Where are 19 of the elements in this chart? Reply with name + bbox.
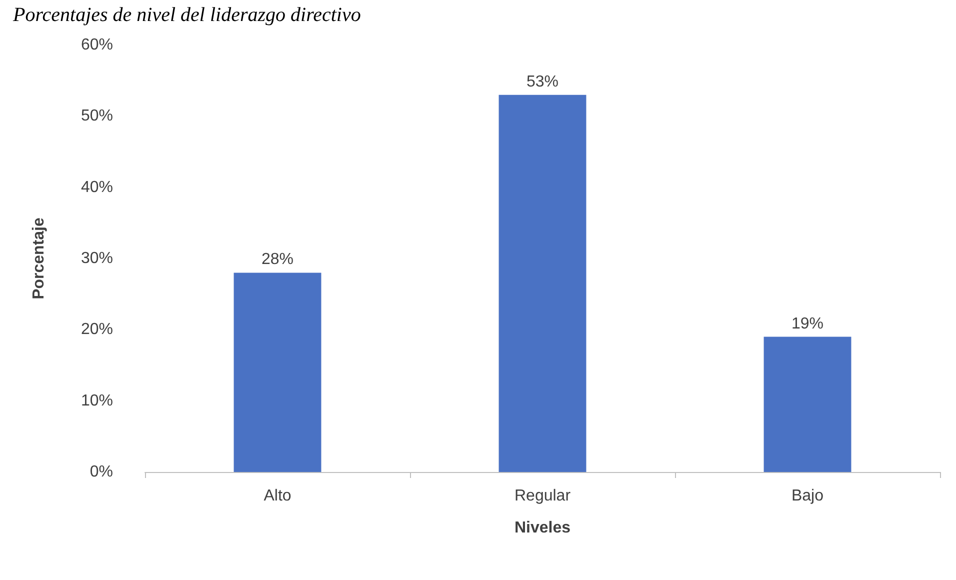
y-axis-title: Porcentaje <box>30 217 48 300</box>
data-label: 28% <box>261 251 294 268</box>
y-tick-label: 10% <box>80 392 113 410</box>
y-tick-label: 20% <box>80 321 113 338</box>
y-tick-label: 50% <box>80 108 113 125</box>
x-tick-label: Alto <box>264 488 292 504</box>
y-tick-label: 30% <box>80 250 113 267</box>
bar <box>764 336 852 472</box>
y-tick-label: 60% <box>80 36 113 54</box>
bar <box>234 272 322 472</box>
x-tick-label: Regular <box>514 488 572 504</box>
chart-title: Porcentajes de nivel del liderazgo directivo <box>12 4 361 26</box>
x-tick-label: Bajo <box>791 488 824 504</box>
y-tick-label: 40% <box>80 178 113 196</box>
x-axis-title: Niveles <box>514 520 571 536</box>
bar <box>498 94 586 472</box>
data-label: 53% <box>526 73 559 90</box>
data-label: 19% <box>791 315 824 332</box>
y-tick-label: 0% <box>90 464 113 480</box>
